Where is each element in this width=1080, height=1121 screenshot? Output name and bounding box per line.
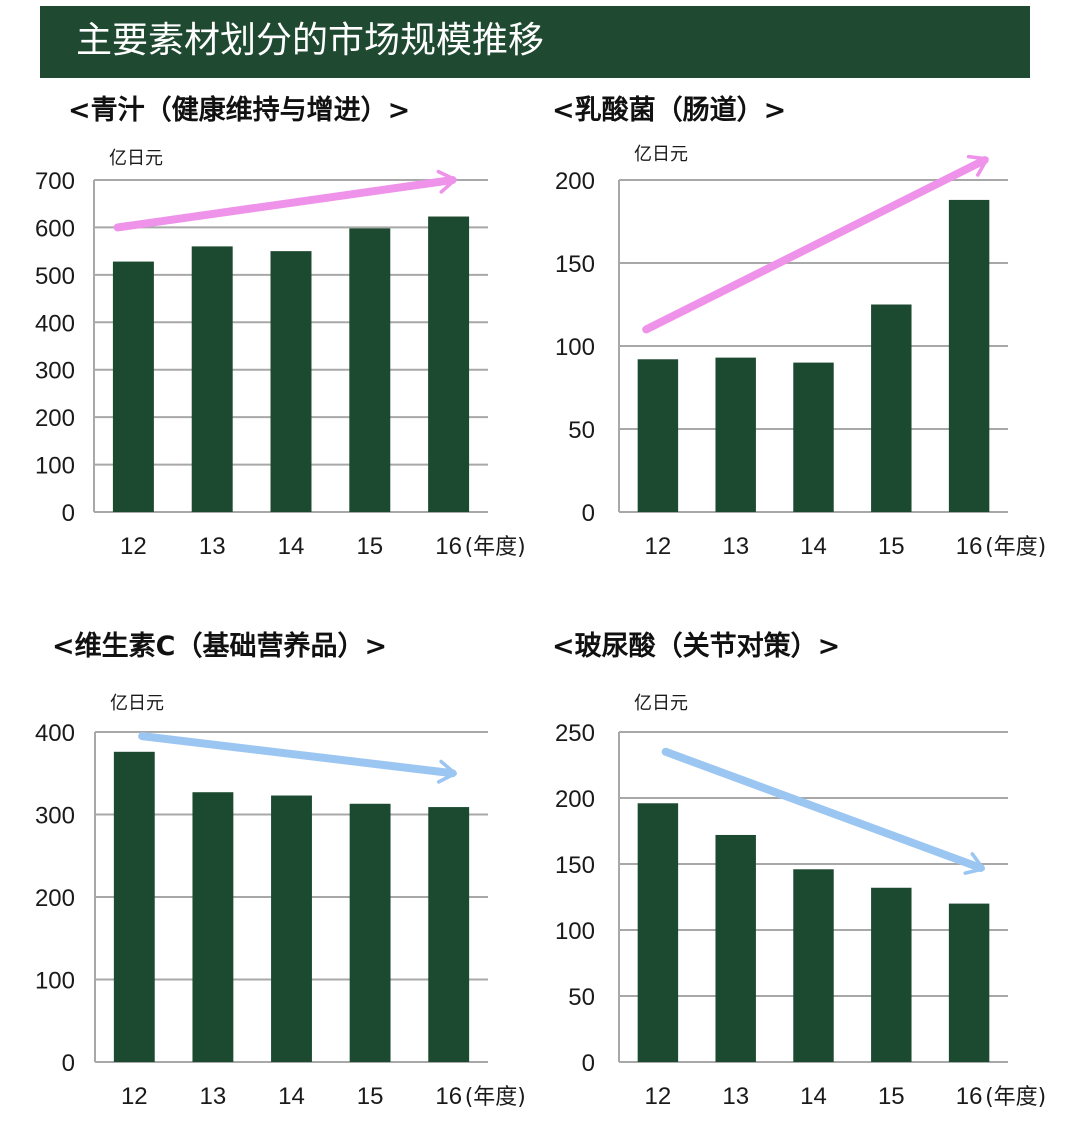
chart-title-aojiru: <青汁（健康维持与增进）>	[68, 95, 411, 126]
y-tick-label: 50	[568, 984, 595, 1011]
x-axis-unit-label: (年度)	[985, 535, 1046, 560]
y-tick-label: 0	[62, 500, 75, 527]
y-tick-label: 0	[582, 500, 595, 527]
trend-arrow-down	[138, 732, 457, 784]
bar-15	[871, 304, 912, 512]
x-tick-label: 15	[357, 1083, 384, 1110]
y-tick-label: 100	[555, 918, 595, 945]
y-tick-label: 700	[35, 168, 75, 195]
bar-16	[948, 199, 990, 513]
x-tick-label: 12	[645, 1083, 672, 1110]
x-tick-label: 15	[878, 1083, 905, 1110]
x-tick-label: 13	[199, 533, 226, 560]
x-axis-unit-label: (年度)	[985, 1085, 1046, 1110]
bar-12	[112, 261, 154, 512]
chart-title-lactobacillus: <乳酸菌（肠道）>	[552, 95, 787, 126]
chart-title-vitamin-c: <维生素C（基础营养品）>	[52, 631, 388, 662]
bar-12	[637, 803, 679, 1062]
bar-14	[270, 251, 312, 512]
y-tick-label: 100	[35, 453, 75, 480]
x-tick-label: 13	[200, 1083, 227, 1110]
bar-12	[637, 359, 679, 512]
x-tick-label: 13	[722, 1083, 749, 1110]
x-tick-label: 13	[722, 533, 749, 560]
x-tick-label: 16	[435, 1083, 462, 1110]
x-tick-label: 16	[956, 533, 983, 560]
chart-title-hyaluronic-acid: <玻尿酸（关节对策）>	[552, 631, 841, 662]
y-tick-label: 0	[62, 1050, 75, 1077]
y-axis-unit-label: 亿日元	[110, 693, 164, 714]
x-tick-label: 12	[645, 533, 672, 560]
y-tick-label: 200	[555, 168, 595, 195]
bar-13	[191, 246, 233, 512]
y-tick-label: 100	[555, 334, 595, 361]
x-tick-label: 14	[800, 1083, 827, 1110]
y-axis-unit-label: 亿日元	[634, 144, 688, 165]
x-tick-label: 15	[356, 533, 383, 560]
x-axis-unit-label: (年度)	[465, 535, 526, 560]
bar-14	[793, 869, 834, 1062]
bar-16	[948, 903, 990, 1062]
bar-16	[428, 807, 470, 1062]
y-tick-label: 500	[35, 263, 75, 290]
page-title: 主要素材划分的市场规模推移	[76, 20, 545, 61]
y-tick-label: 150	[555, 852, 595, 879]
header-bar: 主要素材划分的市场规模推移	[40, 6, 1030, 78]
bar-14	[793, 362, 834, 512]
y-tick-label: 400	[35, 310, 75, 337]
y-axis-unit-label: 亿日元	[634, 693, 688, 714]
bar-12	[113, 751, 155, 1062]
chart-hyaluronic-acid: 0 50 100 150 200 250 亿日元 12 13 14 15 16 (年度)	[555, 693, 1046, 1110]
y-tick-label: 250	[555, 720, 595, 747]
x-tick-label: 16	[435, 533, 462, 560]
y-tick-label: 200	[555, 786, 595, 813]
trend-arrow-down	[661, 747, 985, 875]
bar-13	[192, 792, 234, 1062]
bar-15	[349, 228, 391, 512]
bar-16	[428, 216, 470, 512]
y-tick-label: 200	[35, 405, 75, 432]
bar-13	[715, 834, 756, 1062]
bar-14	[271, 795, 312, 1062]
x-tick-label: 14	[800, 533, 827, 560]
bar-13	[715, 357, 756, 512]
x-tick-label: 14	[278, 1083, 305, 1110]
y-tick-label: 150	[555, 251, 595, 278]
bar-15	[349, 803, 391, 1062]
trend-arrow-up	[113, 169, 457, 232]
x-tick-label: 12	[120, 533, 147, 560]
y-tick-label: 600	[35, 215, 75, 242]
chart-lactobacillus: 0 50 100 150 200 亿日元 12 13 14 15 16 (年度)	[555, 144, 1046, 560]
y-tick-label: 300	[35, 358, 75, 385]
x-axis-unit-label: (年度)	[465, 1085, 526, 1110]
y-tick-label: 0	[582, 1050, 595, 1077]
y-tick-label: 200	[35, 885, 75, 912]
trend-arrow-up	[642, 154, 989, 334]
y-axis-unit-label: 亿日元	[109, 148, 163, 169]
x-tick-label: 14	[278, 533, 305, 560]
chart-aojiru: 0 100 200 300 400 500 600 700 亿日元 12 13 14 15 16 (年度)	[35, 148, 526, 560]
y-tick-label: 300	[35, 803, 75, 830]
x-tick-label: 12	[121, 1083, 148, 1110]
x-tick-label: 15	[878, 533, 905, 560]
bar-15	[871, 887, 912, 1062]
y-tick-label: 400	[35, 720, 75, 747]
y-tick-label: 100	[35, 968, 75, 995]
y-tick-label: 50	[568, 417, 595, 444]
x-tick-label: 16	[956, 1083, 983, 1110]
chart-vitamin-c: 0 100 200 300 400 亿日元 12 13 14 15 16 (年度)	[35, 693, 526, 1110]
